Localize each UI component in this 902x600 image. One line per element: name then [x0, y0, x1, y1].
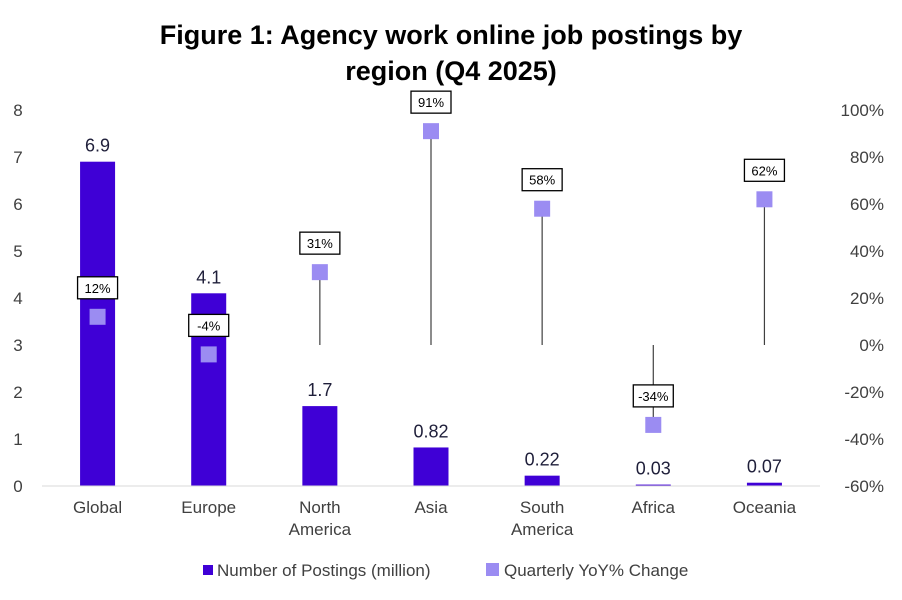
bar — [302, 406, 338, 486]
right-axis-tick-label: 80% — [850, 148, 884, 167]
yoy-marker — [311, 264, 328, 281]
yoy-value-label: 12% — [85, 281, 111, 296]
category-label: Global — [73, 498, 122, 517]
yoy-label-box — [632, 384, 674, 408]
plot-area: 0 1 2 3 4 5 6 7 8 -60% -40% -20% 0% 20% 40% 60% 80% 100% 6… — [13, 90, 884, 539]
left-axis-tick-label: 5 — [13, 242, 22, 261]
category-label: Asia — [414, 498, 448, 517]
bar-value-label: 1.7 — [307, 380, 332, 400]
right-axis-tick-label: 20% — [850, 289, 884, 308]
right-axis-tick-label: 0% — [859, 336, 884, 355]
bar-value-label: 0.82 — [413, 421, 448, 441]
category-label: America — [511, 520, 574, 539]
left-axis-tick-label: 8 — [13, 101, 22, 120]
bar-value-label: 4.1 — [196, 267, 221, 287]
category-label: Africa — [632, 498, 676, 517]
yoy-marker — [645, 416, 662, 433]
yoy-label-box — [299, 231, 341, 255]
yoy-label-box — [188, 313, 230, 338]
left-axis-tick-label: 6 — [13, 195, 22, 214]
legend-label-yoy: Quarterly YoY% Change — [504, 561, 688, 580]
yoy-label-box — [76, 276, 119, 300]
left-axis-tick-label: 7 — [13, 148, 22, 167]
category-label: America — [289, 520, 352, 539]
right-axis-tick-label: 60% — [850, 195, 884, 214]
right-axis-tick-label: -40% — [844, 430, 884, 449]
bar — [746, 482, 782, 486]
yoy-marker — [534, 200, 551, 217]
yoy-label-box — [410, 90, 452, 114]
legend-swatch-postings — [203, 565, 213, 575]
yoy-marker — [756, 191, 773, 208]
left-axis-tick-label: 4 — [13, 289, 22, 308]
yoy-value-label: -34% — [638, 389, 669, 404]
left-axis-tick-label: 1 — [13, 430, 22, 449]
bar — [635, 484, 671, 486]
left-axis-tick-label: 2 — [13, 383, 22, 402]
category-label: Europe — [181, 498, 236, 517]
yoy-value-label: -4% — [197, 318, 221, 333]
chart-title-line-1: Figure 1: Agency work online job posting… — [160, 20, 743, 50]
legend-label-postings: Number of Postings (million) — [217, 561, 431, 580]
yoy-label-box — [743, 158, 786, 182]
legend: Number of Postings (million) Quarterly Yo… — [203, 561, 688, 580]
yoy-label-box — [521, 168, 563, 192]
yoy-marker — [89, 308, 106, 325]
bar — [524, 475, 560, 486]
yoy-value-label: 31% — [307, 236, 333, 251]
category-label: North — [299, 498, 341, 517]
yoy-value-label: 58% — [529, 173, 555, 188]
bar — [413, 447, 449, 486]
bar-value-label: 6.9 — [85, 136, 110, 156]
legend-swatch-yoy — [486, 563, 499, 576]
chart-title-line-2: region (Q4 2025) — [345, 56, 557, 86]
yoy-value-label: 62% — [751, 163, 777, 178]
yoy-marker — [423, 123, 439, 140]
category-label: South — [520, 498, 564, 517]
left-axis-tick-label: 3 — [13, 336, 22, 355]
left-axis-tick-label: 0 — [13, 477, 22, 496]
bar-value-label: 0.22 — [525, 450, 560, 470]
right-axis-tick-label: 100% — [841, 101, 884, 120]
yoy-marker — [200, 346, 217, 363]
category-label: Oceania — [733, 498, 797, 517]
yoy-value-label: 91% — [418, 95, 444, 110]
right-axis-tick-label: -20% — [844, 383, 884, 402]
bar-value-label: 0.07 — [747, 457, 782, 477]
bar-value-label: 0.03 — [636, 459, 671, 479]
right-axis-tick-label: -60% — [844, 477, 884, 496]
right-axis-tick-label: 40% — [850, 242, 884, 261]
